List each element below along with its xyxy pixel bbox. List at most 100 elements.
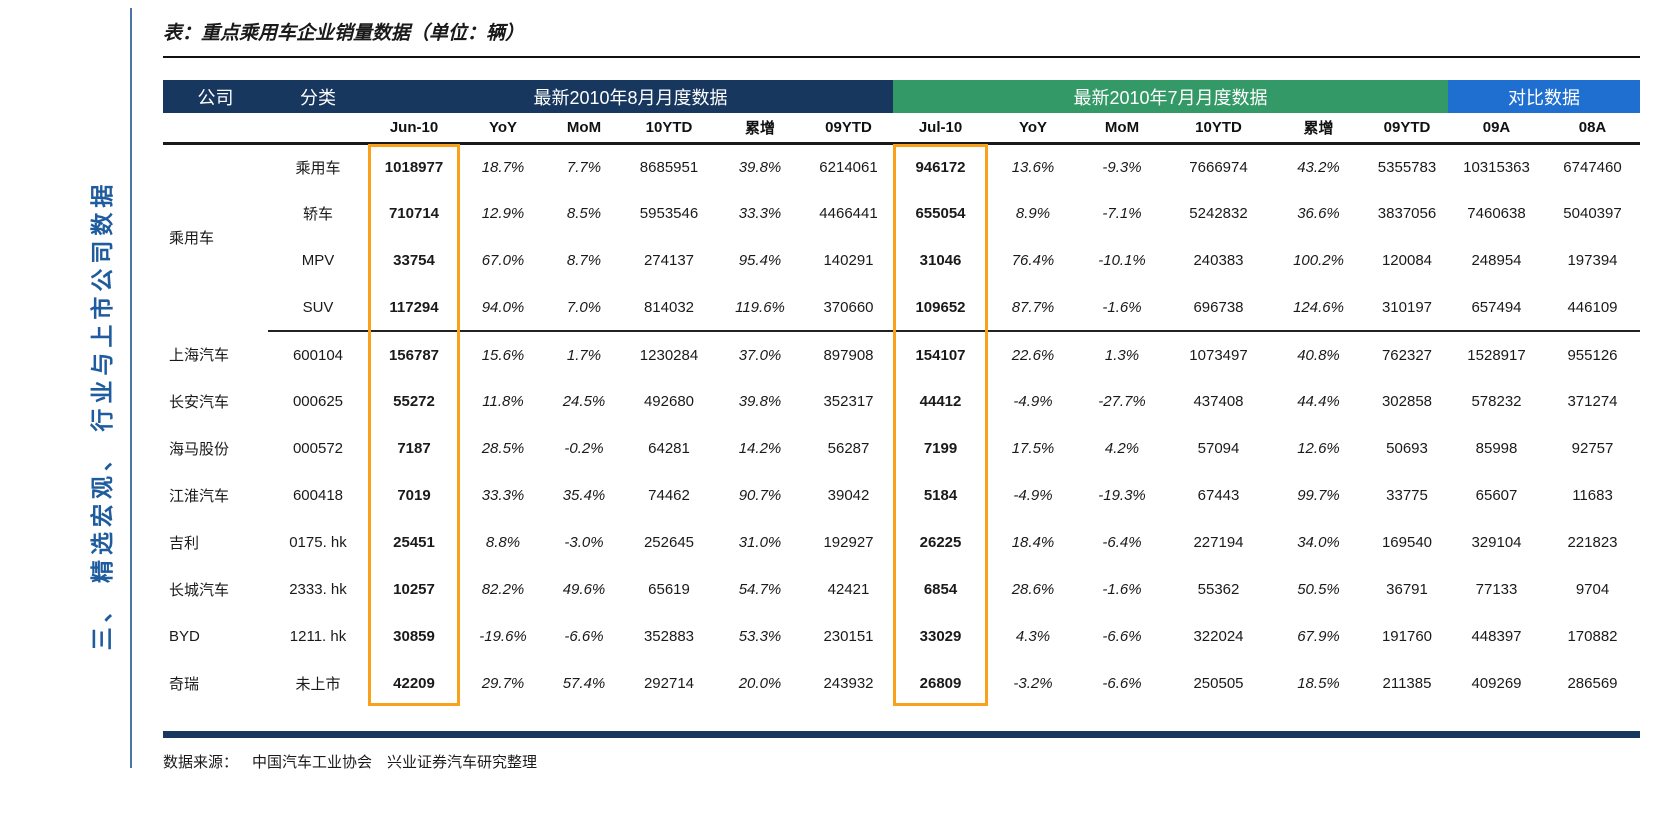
cell-category: 2333. hk — [289, 581, 347, 598]
cell-mom: -6.6% — [564, 628, 604, 645]
cell-yoy: 82.2% — [481, 581, 525, 598]
cell-08a: 92757 — [1571, 440, 1614, 457]
cell--: 31.0% — [738, 534, 782, 551]
table-row: SUV 117294 94.0% 7.0% 814032 119.6% 370660 1096… — [163, 284, 1640, 332]
cell-yoy: 33.3% — [481, 487, 525, 504]
cell-08a: 170882 — [1567, 628, 1618, 645]
cell-09a: 248954 — [1471, 252, 1522, 269]
sub-header-jul-10: Jul-10 — [893, 113, 988, 145]
cell-yoy: 28.5% — [481, 440, 525, 457]
cell-category: 000572 — [292, 440, 344, 457]
cell-09ytd: 39042 — [827, 487, 870, 504]
cell-10ytd: 252645 — [643, 534, 695, 551]
cell-company: 吉利 — [169, 535, 200, 552]
cell-jun-10: 156787 — [388, 346, 440, 364]
group-header-comparison-data: 对比数据 — [1448, 80, 1640, 113]
footer-bar — [163, 731, 1640, 738]
cell-09ytd: 191760 — [1381, 628, 1433, 645]
cell-09a: 7460638 — [1467, 205, 1526, 222]
cell-mom: 24.5% — [562, 393, 606, 410]
cell-yoy: 29.7% — [481, 675, 525, 692]
cell-08a: 9704 — [1575, 581, 1610, 598]
cell--: 20.0% — [738, 675, 782, 692]
cell-09ytd: 310197 — [1366, 284, 1448, 332]
cell--: 34.0% — [1297, 534, 1340, 551]
cell--: 100.2% — [1293, 252, 1344, 269]
cell-10ytd: 696738 — [1166, 284, 1271, 332]
cell-jun-10: 7187 — [397, 440, 431, 457]
cell-10ytd: 7666974 — [1189, 158, 1248, 176]
cell-10ytd: 227194 — [1193, 534, 1244, 551]
cell-09ytd: 4466441 — [819, 205, 878, 222]
cell-10ytd: 55362 — [1197, 581, 1240, 598]
cell-yoy: -4.9% — [1013, 393, 1053, 410]
cell-08a: 286569 — [1567, 675, 1618, 692]
cell-yoy: 67.0% — [481, 252, 525, 269]
column-header-company: 公司 — [163, 80, 268, 113]
sub-header-mom: MoM — [546, 113, 622, 145]
sub-header-09a: 09A — [1448, 113, 1545, 145]
sub-header-empty — [163, 113, 268, 145]
cell-09ytd: 6214061 — [819, 158, 878, 176]
cell-yoy: 11.8% — [482, 393, 524, 410]
sidebar-divider-line — [130, 8, 132, 768]
cell--: 67.9% — [1297, 628, 1340, 645]
cell-mom: -6.4% — [1102, 534, 1142, 551]
sub-header-mom: MoM — [1078, 113, 1166, 145]
cell-09ytd: 169540 — [1381, 534, 1433, 551]
cell-yoy: 18.7% — [481, 158, 525, 176]
cell-company-group: 乘用车 — [169, 230, 215, 248]
cell-jun-10: 710714 — [388, 205, 440, 222]
cell-10ytd: 64281 — [648, 440, 690, 457]
cell-09ytd: 352317 — [823, 393, 874, 410]
cell-yoy: -4.9% — [1013, 487, 1053, 504]
cell-jun-10: 25451 — [393, 534, 435, 551]
cell-09ytd: 762327 — [1381, 346, 1433, 364]
cell-09ytd: 33775 — [1386, 487, 1428, 504]
sub-header-09ytd: 09YTD — [1366, 113, 1448, 145]
table-row: 吉利 0175. hk 25451 8.8% -3.0% 252645 31.0% 19292… — [163, 519, 1640, 566]
cell-mom: -6.6% — [1102, 675, 1142, 692]
cell-10ytd: 8685951 — [639, 158, 699, 176]
cell--: 14.2% — [738, 440, 782, 457]
cell--: 39.8% — [738, 393, 782, 410]
sub-header-09ytd: 09YTD — [804, 113, 893, 145]
cell-company: 长城汽车 — [169, 582, 230, 599]
cell--: 37.0% — [738, 346, 782, 364]
cell-yoy: -19.6% — [479, 628, 527, 645]
cell-company: 长安汽车 — [169, 394, 230, 411]
cell-yoy: 13.6% — [1011, 158, 1055, 176]
cell-mom: 1.3% — [1104, 346, 1140, 364]
cell-mom: 8.7% — [566, 252, 602, 269]
table-row: MPV 33754 67.0% 8.7% 274137 95.4% 140291 31046 7… — [163, 237, 1640, 284]
cell-09a: 329104 — [1471, 534, 1522, 551]
group-header-august-data: 最新2010年8月月度数据 — [368, 80, 893, 113]
cell-10ytd: 57094 — [1197, 440, 1240, 457]
cell--: 54.7% — [738, 581, 782, 598]
cell-category: 600104 — [292, 346, 344, 364]
cell-09ytd: 36791 — [1386, 581, 1428, 598]
cell-mom: 49.6% — [562, 581, 606, 598]
cell-yoy: 4.3% — [1015, 628, 1051, 645]
cell-yoy: 22.6% — [1011, 346, 1055, 364]
cell-company: 海马股份 — [169, 441, 230, 458]
content-area: 表：重点乘用车企业销量数据（单位：辆） 公司 分类 最新2010年8月月度数据 … — [163, 18, 1640, 772]
cell-jun-10: 1018977 — [384, 158, 444, 176]
cell-10ytd: 1073497 — [1189, 346, 1248, 364]
cell-09ytd: 302858 — [1381, 393, 1433, 410]
cell-jul-10: 109652 — [893, 284, 988, 332]
sub-header--: 累增 — [1271, 113, 1366, 145]
cell--: 50.5% — [1297, 581, 1340, 598]
cell--: 95.4% — [738, 252, 782, 269]
sub-header-10ytd: 10YTD — [622, 113, 716, 145]
cell-10ytd: 240383 — [1193, 252, 1244, 269]
cell-10ytd: 814032 — [622, 284, 716, 332]
cell-09ytd: 192927 — [823, 534, 874, 551]
cell-09ytd: 5355783 — [1377, 158, 1437, 176]
cell--: 40.8% — [1297, 346, 1340, 364]
cell-mom: 4.2% — [1104, 440, 1140, 457]
sub-header-jun-10: Jun-10 — [368, 113, 460, 145]
table-row: 奇瑞 未上市 42209 29.7% 57.4% 292714 20.0% 243932 268… — [163, 660, 1640, 707]
cell-mom: 57.4% — [562, 675, 606, 692]
sub-header-row: Jun-10 YoY MoM 10YTD 累增 09YTD Jul-10 YoY MoM 10YT… — [163, 113, 1640, 145]
